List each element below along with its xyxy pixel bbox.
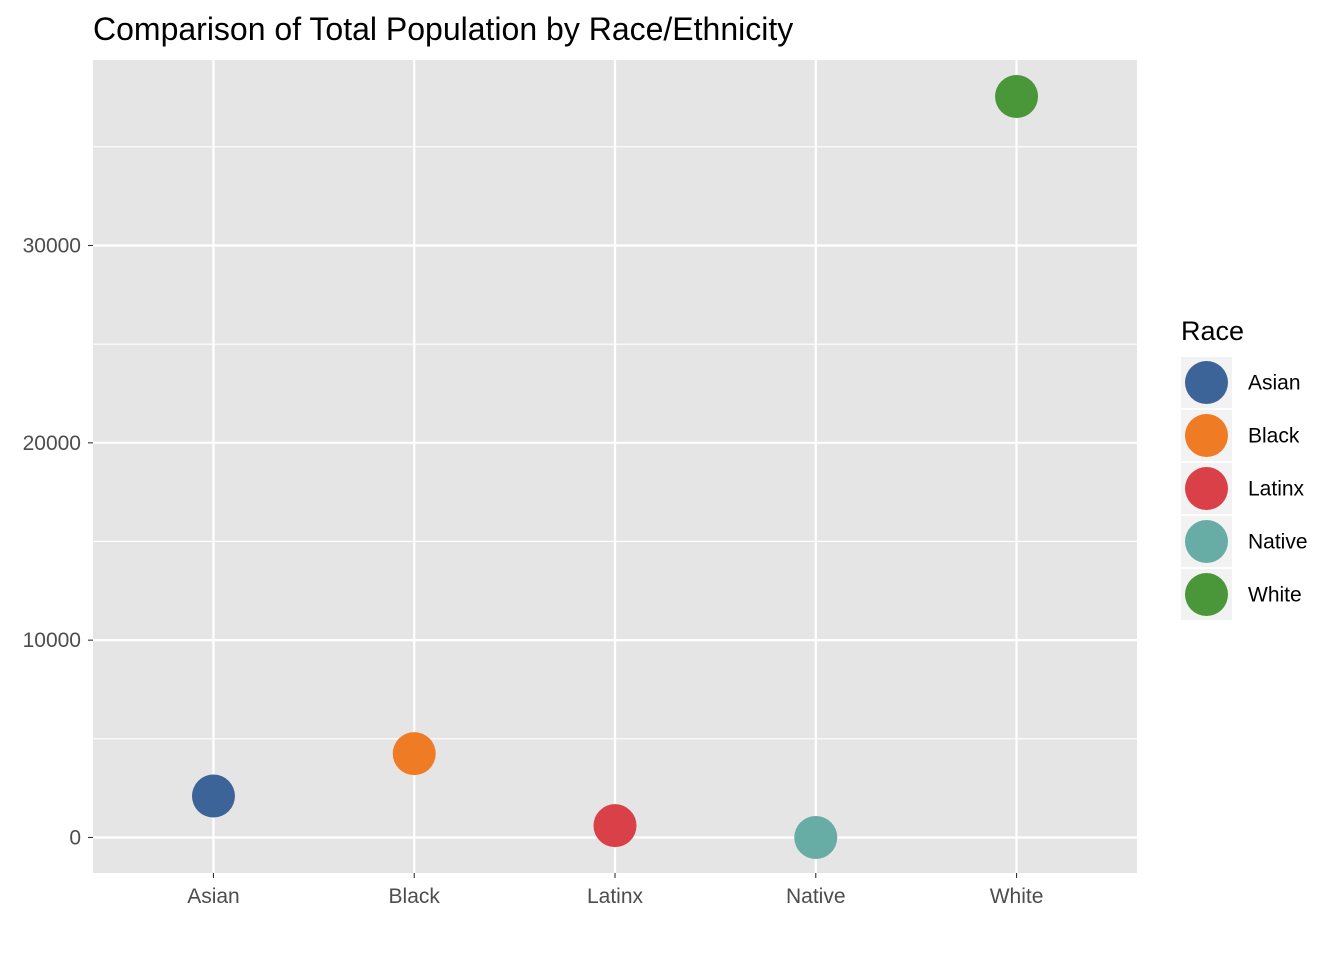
y-tick-label: 30000 bbox=[23, 234, 81, 257]
x-tick-label: Black bbox=[389, 885, 441, 908]
data-point-black bbox=[392, 732, 436, 776]
data-point-native bbox=[794, 815, 838, 859]
x-tick-label: White bbox=[990, 885, 1044, 908]
legend-label: White bbox=[1248, 584, 1302, 607]
data-point-asian bbox=[191, 774, 235, 818]
legend-item-black: Black bbox=[1181, 410, 1300, 461]
legend-label: Native bbox=[1248, 531, 1308, 554]
legend-item-native: Native bbox=[1181, 516, 1308, 567]
data-point-white bbox=[995, 75, 1039, 119]
legend-label: Black bbox=[1248, 425, 1300, 448]
y-tick-label: 20000 bbox=[23, 432, 81, 455]
x-tick-label: Asian bbox=[187, 885, 240, 908]
legend-swatch bbox=[1185, 520, 1228, 563]
legend-swatch bbox=[1185, 467, 1228, 510]
data-points bbox=[191, 75, 1039, 859]
data-point-latinx bbox=[593, 804, 637, 848]
legend-swatch bbox=[1185, 414, 1228, 457]
legend-label: Asian bbox=[1248, 372, 1301, 395]
legend-swatch bbox=[1185, 361, 1228, 404]
y-axis: 0 10000 20000 30000 bbox=[23, 234, 93, 849]
legend: Race Asian Black Latinx Native White bbox=[1181, 316, 1308, 620]
legend-items: Asian Black Latinx Native White bbox=[1181, 357, 1308, 620]
legend-swatch bbox=[1185, 573, 1228, 616]
x-axis: Asian Black Latinx Native White bbox=[187, 873, 1043, 908]
x-tick-label: Native bbox=[786, 885, 846, 908]
y-tick-label: 10000 bbox=[23, 629, 81, 652]
chart-title: Comparison of Total Population by Race/E… bbox=[93, 11, 793, 47]
y-tick-label: 0 bbox=[69, 826, 81, 849]
legend-item-white: White bbox=[1181, 569, 1302, 620]
legend-item-latinx: Latinx bbox=[1181, 463, 1305, 514]
legend-title: Race bbox=[1181, 316, 1244, 346]
legend-item-asian: Asian bbox=[1181, 357, 1301, 408]
legend-label: Latinx bbox=[1248, 478, 1305, 501]
x-tick-label: Latinx bbox=[587, 885, 644, 908]
